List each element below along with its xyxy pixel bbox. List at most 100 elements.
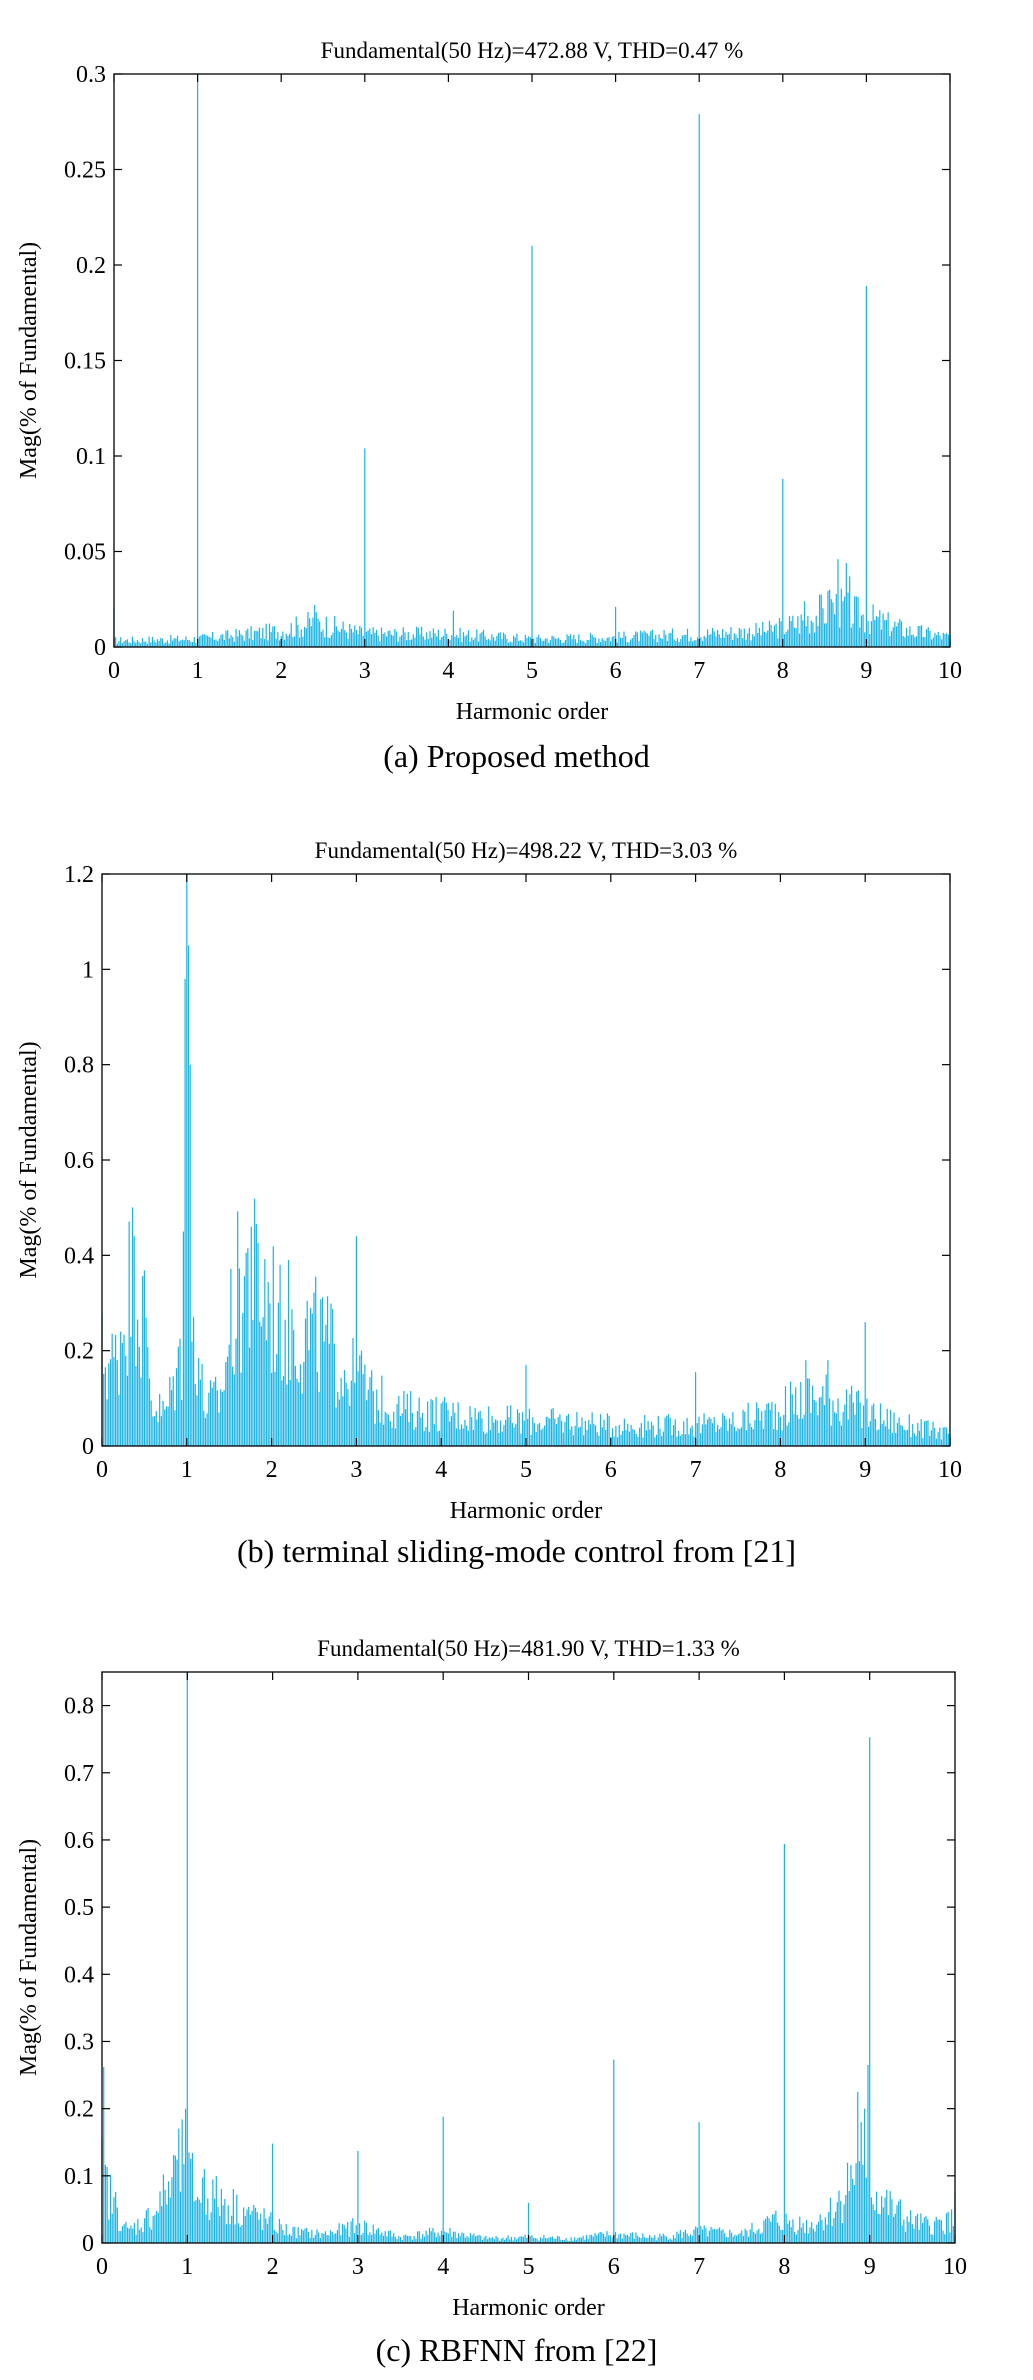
bar bbox=[844, 596, 846, 647]
bar bbox=[691, 641, 694, 647]
bar bbox=[879, 1403, 882, 1446]
bar bbox=[169, 1376, 171, 1446]
bar bbox=[564, 640, 567, 647]
bar bbox=[638, 641, 640, 647]
bar bbox=[311, 1313, 313, 1446]
bar bbox=[109, 2174, 112, 2243]
bar bbox=[223, 1390, 225, 1446]
bar bbox=[422, 2234, 424, 2243]
bar bbox=[423, 2236, 426, 2243]
bar bbox=[217, 2207, 219, 2243]
bar bbox=[434, 633, 436, 647]
bar bbox=[217, 640, 219, 647]
bar bbox=[574, 639, 577, 647]
bar bbox=[176, 635, 179, 647]
bar bbox=[441, 637, 443, 647]
bar bbox=[203, 1410, 205, 1446]
bar bbox=[496, 1420, 498, 1446]
bar bbox=[640, 630, 642, 647]
bar bbox=[157, 2212, 159, 2243]
bar bbox=[309, 618, 311, 647]
bar bbox=[501, 639, 503, 647]
bar bbox=[367, 1389, 369, 1446]
bar bbox=[232, 636, 234, 647]
bar bbox=[744, 1411, 746, 1446]
bar bbox=[754, 1419, 756, 1446]
bar bbox=[506, 638, 508, 647]
bar bbox=[797, 2230, 799, 2243]
bar bbox=[265, 623, 267, 647]
bar bbox=[374, 632, 376, 647]
bar bbox=[834, 1412, 836, 1446]
bar bbox=[192, 1316, 195, 1446]
bar bbox=[171, 640, 174, 647]
bar bbox=[196, 2196, 199, 2243]
bar bbox=[455, 1428, 458, 1446]
bar bbox=[688, 1434, 690, 1446]
bar bbox=[815, 615, 817, 647]
bar bbox=[452, 610, 455, 647]
bar bbox=[925, 1420, 927, 1446]
bar bbox=[814, 2231, 816, 2243]
bar bbox=[422, 636, 424, 647]
bar bbox=[738, 628, 740, 647]
bar bbox=[478, 2234, 480, 2243]
bar bbox=[528, 636, 530, 647]
bar bbox=[847, 1419, 849, 1446]
bar bbox=[350, 2221, 352, 2243]
bar bbox=[328, 1343, 330, 1446]
bar bbox=[388, 1414, 390, 1446]
bar bbox=[521, 2236, 523, 2243]
bar bbox=[440, 1403, 442, 1446]
bar bbox=[754, 2233, 756, 2243]
bar bbox=[533, 1423, 536, 1446]
bar bbox=[128, 642, 130, 647]
bar bbox=[670, 632, 672, 647]
bar bbox=[292, 2226, 294, 2243]
bar bbox=[349, 1405, 351, 1446]
bar bbox=[828, 2211, 830, 2243]
bar bbox=[604, 2236, 606, 2243]
bar bbox=[669, 2238, 671, 2243]
bar bbox=[837, 559, 839, 647]
bar bbox=[583, 641, 585, 647]
bar bbox=[881, 2196, 883, 2243]
bar bbox=[633, 635, 635, 647]
bar bbox=[708, 1416, 710, 1446]
bar bbox=[104, 1367, 106, 1446]
bar bbox=[558, 2236, 560, 2243]
bar bbox=[831, 2225, 833, 2243]
bar bbox=[514, 2237, 516, 2243]
bar bbox=[667, 2239, 669, 2243]
bar bbox=[407, 632, 409, 647]
bar bbox=[947, 2211, 949, 2243]
bar bbox=[357, 1371, 359, 1446]
bar bbox=[918, 1430, 921, 1446]
bar bbox=[867, 2064, 869, 2243]
bar bbox=[884, 620, 886, 647]
bar bbox=[265, 1340, 268, 1446]
bar bbox=[160, 1416, 162, 1446]
bar bbox=[866, 1398, 868, 1446]
bar bbox=[309, 2237, 311, 2243]
bar bbox=[174, 2155, 176, 2243]
bar bbox=[811, 2222, 813, 2243]
bar bbox=[756, 2230, 758, 2243]
bar bbox=[473, 2233, 475, 2243]
bar bbox=[420, 1417, 422, 1446]
bar bbox=[452, 2231, 455, 2243]
bar bbox=[237, 2223, 240, 2243]
bar bbox=[306, 2228, 308, 2243]
y-tick-label: 0.3 bbox=[76, 62, 106, 88]
bar bbox=[187, 945, 190, 1446]
bar bbox=[253, 630, 256, 647]
bar bbox=[301, 2228, 303, 2243]
bar bbox=[696, 1423, 698, 1446]
bar bbox=[116, 1360, 118, 1446]
bar bbox=[162, 2174, 165, 2243]
bar bbox=[202, 634, 204, 647]
bar bbox=[688, 2235, 690, 2243]
bar bbox=[878, 1429, 880, 1446]
bar bbox=[106, 2166, 108, 2243]
bar bbox=[250, 1226, 252, 1446]
